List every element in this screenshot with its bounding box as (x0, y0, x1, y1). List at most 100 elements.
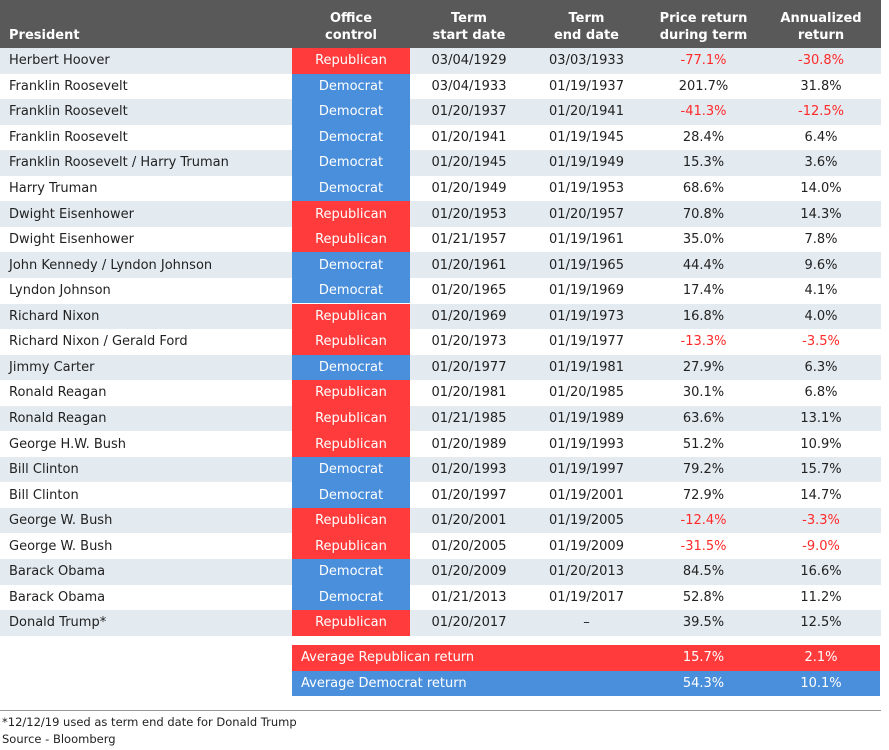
footnote: Source - Bloomberg (2, 732, 116, 746)
cell: Franklin Roosevelt (9, 104, 128, 120)
cell: Barack Obama (9, 589, 106, 605)
cell: Jimmy Carter (9, 359, 95, 375)
cell: 14.7% (800, 487, 842, 503)
row-bg (0, 252, 881, 278)
row-bg (0, 482, 881, 508)
row-bg (0, 303, 881, 330)
cell: 01/20/1941 (549, 104, 624, 120)
cell: Bill Clinton (9, 462, 79, 478)
cell: 63.6% (682, 410, 725, 426)
cell: 14.3% (800, 206, 842, 222)
header-text: Office (329, 11, 373, 26)
cell: Ronald Reagan (9, 385, 107, 401)
cell: 03/03/1933 (549, 53, 624, 69)
cell: 68.6% (682, 181, 725, 197)
cell: 01/19/1953 (549, 181, 624, 197)
cell: 01/19/2017 (549, 589, 624, 605)
average-row (292, 645, 880, 671)
cell: 01/20/2001 (431, 513, 507, 529)
cell: -31.5% (680, 538, 727, 554)
cell: 01/19/1973 (549, 308, 624, 324)
cell: 6.3% (804, 359, 838, 375)
average-label: Average Republican return (301, 650, 475, 666)
party-cell: Democrat (292, 354, 410, 381)
cell: 03/04/1933 (431, 78, 507, 94)
row-bg (0, 175, 881, 202)
header-text: Annualized (780, 11, 862, 26)
cell: -41.3% (680, 104, 727, 120)
party-cell: Democrat (292, 482, 410, 508)
cell: 01/20/2017 (431, 615, 507, 631)
cell: Lyndon Johnson (9, 283, 111, 299)
cell: 01/19/1977 (549, 334, 624, 350)
header-cell: Price return during term (645, 0, 762, 48)
cell: 01/19/1997 (549, 462, 624, 478)
row-bg (0, 201, 881, 227)
cell: 03/04/1929 (431, 53, 507, 69)
header-text: Term (451, 11, 487, 26)
cell: 10.9% (800, 436, 842, 452)
cell: 01/20/1977 (431, 359, 507, 375)
row-bg (0, 73, 881, 100)
header-cell: Office control (292, 0, 410, 48)
cell: 4.0% (804, 308, 838, 324)
divider (0, 710, 881, 711)
cell: 01/20/1957 (549, 206, 624, 222)
cell: 01/20/1965 (431, 283, 507, 299)
cell: Barack Obama (9, 564, 106, 580)
party-cell: Republican (292, 431, 410, 457)
cell: 01/21/1985 (431, 410, 507, 426)
cell: – (583, 615, 590, 631)
cell: 14.0% (800, 181, 842, 197)
header-cell: Term start date (410, 0, 528, 48)
header-text: during term (659, 28, 748, 43)
cell: 17.4% (682, 283, 725, 299)
cell: 70.8% (682, 206, 725, 222)
cell: George W. Bush (9, 513, 113, 529)
party-cell: Republican (292, 226, 410, 253)
cell: Dwight Eisenhower (9, 206, 134, 222)
cell: 35.0% (682, 232, 725, 248)
row-bg (0, 150, 881, 176)
row-bg (0, 533, 881, 559)
cell: 01/19/1937 (549, 78, 624, 94)
cell: -12.4% (680, 513, 727, 529)
cell: -3.3% (802, 513, 840, 529)
row-bg (0, 559, 881, 585)
average-value: 10.1% (800, 675, 842, 691)
cell: Herbert Hoover (9, 53, 110, 69)
table: President Office control Term start date Term… (0, 0, 881, 696)
cell: 01/19/1969 (549, 283, 624, 299)
party-cell: Democrat (292, 584, 410, 611)
cell: Ronald Reagan (9, 410, 107, 426)
average-value: 54.3% (682, 675, 725, 691)
row-bg (0, 124, 881, 151)
cell: 01/21/2013 (431, 589, 507, 605)
cell: 7.8% (804, 232, 838, 248)
party-cell: Republican (292, 303, 410, 330)
cell: 31.8% (800, 78, 842, 94)
cell: 01/19/1949 (549, 155, 624, 171)
header-text: Price return (659, 11, 748, 26)
cell: 30.1% (682, 385, 725, 401)
party-cell: Democrat (292, 252, 410, 278)
cell: 3.6% (804, 155, 838, 171)
party-cell: Republican (292, 329, 410, 355)
cell: 6.8% (804, 385, 838, 401)
header-text: return (797, 28, 845, 43)
party-cell: Republican (292, 201, 410, 227)
cell: 201.7% (678, 78, 729, 94)
party-cell: Republican (292, 533, 410, 559)
cell: -9.0% (802, 538, 840, 554)
cell: 01/20/1989 (431, 436, 507, 452)
cell: 01/20/1985 (549, 385, 624, 401)
header-cell: President (0, 0, 292, 48)
cell: 01/20/1961 (431, 257, 507, 273)
cell: 01/20/2013 (549, 564, 624, 580)
party-cell: Republican (292, 610, 410, 636)
row-bg (0, 226, 881, 253)
average-value: 15.7% (682, 650, 725, 666)
cell: -3.5% (802, 334, 840, 350)
cell: 79.2% (682, 462, 725, 478)
row-bg (0, 354, 881, 381)
